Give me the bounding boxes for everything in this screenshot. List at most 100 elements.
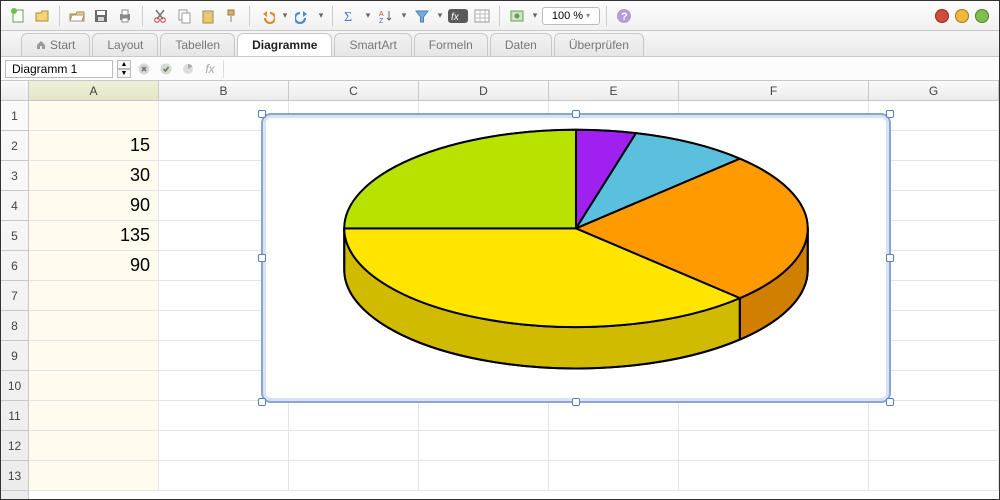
col-header-A[interactable]: A [29, 81, 159, 100]
resize-handle[interactable] [886, 398, 894, 406]
cell[interactable] [159, 431, 289, 460]
cell[interactable] [679, 431, 869, 460]
tab-überprüfen[interactable]: Überprüfen [554, 33, 644, 56]
redo-icon[interactable] [292, 5, 314, 27]
cell[interactable] [29, 431, 159, 460]
tab-diagramme[interactable]: Diagramme [237, 33, 332, 56]
name-box[interactable]: Diagramm 1 [5, 60, 113, 78]
filter-icon[interactable] [411, 5, 433, 27]
open-icon[interactable] [31, 5, 53, 27]
col-header-B[interactable]: B [159, 81, 289, 100]
cell[interactable] [419, 461, 549, 490]
row-header-4[interactable]: 4 [1, 191, 28, 221]
row-header-8[interactable]: 8 [1, 311, 28, 341]
filter-dropdown[interactable]: ▾ [435, 10, 445, 21]
sort-icon[interactable]: AZ [375, 5, 397, 27]
undo-icon[interactable] [256, 5, 278, 27]
autosum-dropdown[interactable]: ▾ [363, 10, 373, 21]
cell[interactable] [159, 401, 289, 430]
fx-button-icon[interactable]: fx [447, 5, 469, 27]
new-doc-icon[interactable] [7, 5, 29, 27]
resize-handle[interactable] [886, 110, 894, 118]
cell[interactable] [29, 401, 159, 430]
row-header-1[interactable]: 1 [1, 101, 28, 131]
cell[interactable] [549, 461, 679, 490]
help-icon[interactable]: ? [613, 5, 635, 27]
tab-smartart[interactable]: SmartArt [334, 33, 411, 56]
col-header-D[interactable]: D [419, 81, 549, 100]
cell[interactable]: 30 [29, 161, 159, 190]
autosum-icon[interactable]: Σ [339, 5, 361, 27]
row-header-13[interactable]: 13 [1, 461, 28, 491]
cell[interactable] [29, 461, 159, 490]
resize-handle[interactable] [886, 254, 894, 262]
row-header-12[interactable]: 12 [1, 431, 28, 461]
tab-tabellen[interactable]: Tabellen [160, 33, 235, 56]
window-close-dot[interactable] [935, 9, 949, 23]
row-header-3[interactable]: 3 [1, 161, 28, 191]
cell[interactable] [159, 461, 289, 490]
row-header-10[interactable]: 10 [1, 371, 28, 401]
cell[interactable] [29, 371, 159, 400]
paste-icon[interactable] [197, 5, 219, 27]
name-box-stepper[interactable]: ▲▼ [117, 60, 131, 78]
row-header-5[interactable]: 5 [1, 221, 28, 251]
cell[interactable] [29, 341, 159, 370]
undo-dropdown[interactable]: ▾ [280, 10, 290, 21]
cell[interactable] [549, 431, 679, 460]
resize-handle[interactable] [258, 398, 266, 406]
tab-start[interactable]: Start [21, 33, 90, 56]
open-folder-icon[interactable] [66, 5, 88, 27]
redo-dropdown[interactable]: ▾ [316, 10, 326, 21]
cell[interactable] [29, 101, 159, 130]
row-header-2[interactable]: 2 [1, 131, 28, 161]
currency-icon[interactable] [506, 5, 528, 27]
cell[interactable] [289, 461, 419, 490]
col-header-G[interactable]: G [869, 81, 999, 100]
cancel-entry-icon[interactable] [135, 60, 153, 78]
window-minimize-dot[interactable] [955, 9, 969, 23]
cell[interactable]: 135 [29, 221, 159, 250]
cell[interactable] [419, 431, 549, 460]
cell[interactable] [549, 401, 679, 430]
copy-icon[interactable] [173, 5, 195, 27]
cell[interactable] [29, 281, 159, 310]
chart-object[interactable] [261, 113, 891, 403]
col-header-E[interactable]: E [549, 81, 679, 100]
save-icon[interactable] [90, 5, 112, 27]
cell[interactable]: 15 [29, 131, 159, 160]
tab-daten[interactable]: Daten [490, 33, 552, 56]
zoom-box[interactable]: 100 %▾ [542, 7, 600, 25]
row-header-6[interactable]: 6 [1, 251, 28, 281]
sort-dropdown[interactable]: ▾ [399, 10, 409, 21]
cell[interactable] [869, 461, 999, 490]
cell[interactable] [419, 401, 549, 430]
formula-input[interactable] [223, 60, 995, 78]
col-header-F[interactable]: F [679, 81, 869, 100]
confirm-entry-icon[interactable] [157, 60, 175, 78]
tab-formeln[interactable]: Formeln [414, 33, 488, 56]
cut-icon[interactable] [149, 5, 171, 27]
cell[interactable] [29, 311, 159, 340]
pie-mini-icon[interactable] [179, 60, 197, 78]
cell[interactable] [679, 461, 869, 490]
print-icon[interactable] [114, 5, 136, 27]
row-header-9[interactable]: 9 [1, 341, 28, 371]
cell[interactable]: 90 [29, 251, 159, 280]
window-zoom-dot[interactable] [975, 9, 989, 23]
tab-layout[interactable]: Layout [92, 33, 158, 56]
currency-dropdown[interactable]: ▾ [530, 10, 540, 21]
cell[interactable] [869, 431, 999, 460]
select-all-corner[interactable] [1, 81, 29, 101]
resize-handle[interactable] [258, 110, 266, 118]
resize-handle[interactable] [572, 398, 580, 406]
show-formulas-icon[interactable] [471, 5, 493, 27]
cell[interactable] [289, 431, 419, 460]
resize-handle[interactable] [572, 110, 580, 118]
format-painter-icon[interactable] [221, 5, 243, 27]
fx-label[interactable]: fx [201, 60, 219, 78]
cell[interactable] [289, 401, 419, 430]
col-header-C[interactable]: C [289, 81, 419, 100]
cell[interactable]: 90 [29, 191, 159, 220]
row-header-11[interactable]: 11 [1, 401, 28, 431]
